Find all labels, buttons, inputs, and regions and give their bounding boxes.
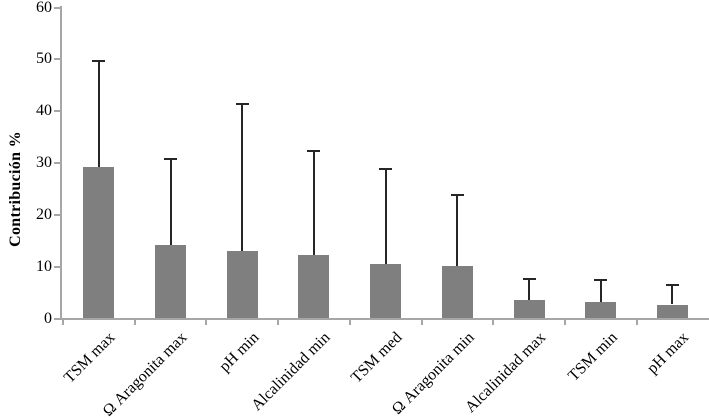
- y-tick-mark: [54, 6, 61, 9]
- x-tick-mark: [205, 318, 208, 325]
- x-axis-line: [60, 318, 709, 320]
- x-tick-mark: [635, 318, 638, 325]
- y-tick-label: 10: [36, 257, 52, 275]
- bar: [155, 244, 187, 319]
- x-axis-label: TSM med: [348, 329, 406, 387]
- error-bar-line: [528, 279, 531, 300]
- x-axis-label: pH min: [215, 329, 263, 376]
- y-tick-label: 0: [44, 309, 52, 327]
- y-tick-label: 40: [36, 102, 52, 120]
- error-bar-line: [671, 285, 674, 305]
- error-bar-cap: [594, 279, 608, 282]
- x-axis-label: TSM max: [61, 329, 119, 387]
- x-tick-mark: [133, 318, 136, 325]
- error-bar-line: [97, 61, 100, 167]
- y-tick-label: 60: [36, 0, 52, 16]
- error-bar-line: [312, 150, 315, 255]
- y-tick-label: 20: [36, 205, 52, 223]
- error-bar-cap: [92, 60, 106, 63]
- bar: [441, 266, 473, 319]
- bar: [83, 166, 115, 319]
- bar: [370, 264, 402, 319]
- error-bar-cap: [450, 194, 464, 197]
- x-axis-label: pH max: [644, 329, 693, 378]
- error-bar-line: [599, 280, 602, 302]
- error-bar-cap: [522, 278, 536, 281]
- x-axis-label: TSM min: [565, 329, 621, 385]
- y-tick-label: 30: [36, 154, 52, 171]
- y-tick-mark: [54, 213, 61, 216]
- error-bar-line: [241, 103, 244, 252]
- x-tick-mark: [277, 318, 280, 325]
- error-bar-line: [456, 195, 459, 267]
- y-axis-line: [60, 6, 62, 320]
- error-bar-cap: [307, 149, 321, 152]
- y-tick-mark: [54, 58, 61, 61]
- error-bar-line: [169, 158, 172, 245]
- x-tick-mark: [348, 318, 351, 325]
- y-tick-mark: [54, 110, 61, 113]
- error-bar-line: [384, 169, 387, 265]
- error-bar-cap: [379, 168, 393, 171]
- y-tick-mark: [54, 317, 61, 320]
- y-tick-mark: [54, 162, 61, 164]
- error-bar-cap: [164, 157, 178, 160]
- x-tick-mark: [62, 318, 64, 325]
- error-bar-cap: [665, 284, 679, 287]
- bar: [585, 301, 617, 319]
- bar: [513, 299, 545, 319]
- y-tick-label: 50: [36, 50, 52, 68]
- bar: [226, 251, 258, 319]
- bar: [656, 304, 688, 319]
- y-axis-title: Contribución %: [7, 131, 24, 247]
- bar: [298, 254, 330, 319]
- y-tick-mark: [54, 265, 61, 268]
- x-tick-mark: [492, 318, 495, 325]
- x-tick-mark: [563, 318, 566, 325]
- error-bar-cap: [235, 102, 249, 105]
- x-tick-mark: [420, 318, 423, 325]
